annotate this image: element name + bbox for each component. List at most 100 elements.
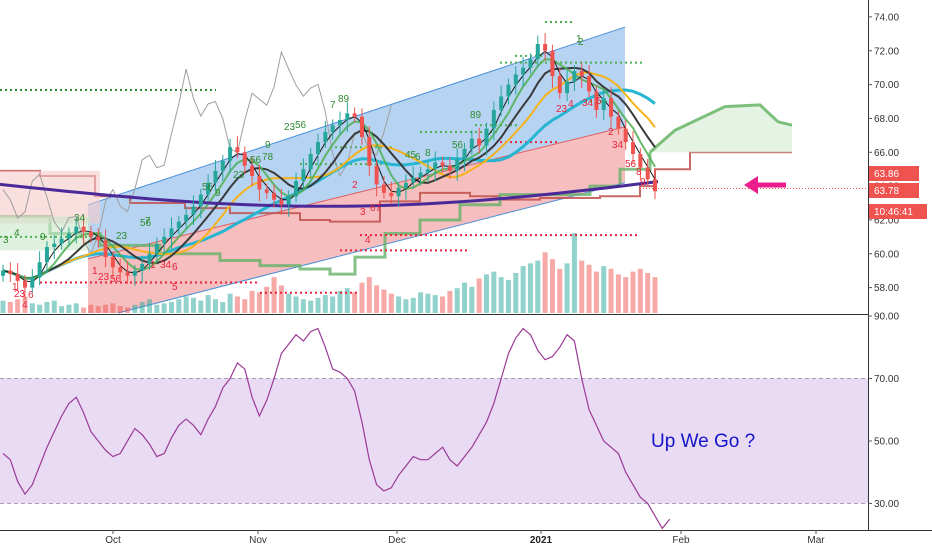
volume-bar xyxy=(81,307,87,313)
candle-body xyxy=(572,71,577,82)
candle-body xyxy=(447,165,452,171)
volume-bar xyxy=(278,285,284,313)
indicator-lines xyxy=(0,50,659,283)
candle-body xyxy=(323,131,328,143)
candle-body xyxy=(557,76,562,94)
candle-body xyxy=(66,233,71,239)
candle-body xyxy=(52,243,57,248)
channel-lower-line xyxy=(117,182,626,314)
candle-body xyxy=(609,98,614,117)
candle-body xyxy=(15,274,20,281)
volume-bar xyxy=(66,304,72,313)
candle-body xyxy=(250,165,255,176)
volume-bar xyxy=(37,304,43,313)
candle-body xyxy=(198,194,203,207)
candle-body xyxy=(455,159,460,171)
volume-bar xyxy=(425,293,431,313)
td-count-up: 23 xyxy=(116,231,128,242)
td-count-up: 45 xyxy=(405,150,417,161)
volume-bar xyxy=(608,268,614,313)
price-axis[interactable]: 58.0060.0062.0064.0066.0068.0070.0072.00… xyxy=(868,12,899,294)
candle-body xyxy=(242,152,247,166)
volume-bar xyxy=(557,268,563,313)
osc-tick-label: 30.00 xyxy=(874,499,899,510)
volume-bar xyxy=(132,304,138,313)
candle-body xyxy=(330,125,335,132)
volume-bar xyxy=(88,304,94,313)
td-count-down: 4 xyxy=(22,300,28,311)
candle-body xyxy=(88,231,93,237)
volume-bar xyxy=(630,271,636,313)
candle-body xyxy=(565,81,570,94)
candle-body xyxy=(396,187,401,197)
volume-bar xyxy=(498,277,504,313)
volume-bar xyxy=(652,277,658,313)
td-count-up: 56 xyxy=(295,120,307,131)
candle-body xyxy=(103,240,108,258)
volume-bar xyxy=(476,278,482,313)
volume-bar xyxy=(242,299,248,313)
candle-body xyxy=(345,113,350,121)
volume-bar xyxy=(7,301,13,313)
volume-bar xyxy=(95,306,101,313)
volume-bar xyxy=(535,260,541,313)
td-count-down: 8 xyxy=(636,167,642,178)
td-count-up: 1 xyxy=(576,34,582,45)
td-count-up: 56 xyxy=(202,182,214,193)
last-price-label: 63.86 xyxy=(874,169,899,180)
volume-bar xyxy=(73,303,79,313)
candle-body xyxy=(176,221,181,229)
candle-body xyxy=(272,192,277,200)
volume-bar xyxy=(59,306,65,313)
td-count-down: 34 xyxy=(160,260,172,271)
candle-body xyxy=(631,142,636,154)
td-count-down: 5 xyxy=(596,96,602,107)
td-count-up: 23 xyxy=(233,170,245,181)
candle-body xyxy=(110,257,115,268)
volume-bar xyxy=(491,271,497,313)
time-axis[interactable]: Oct Nov Dec 2021 Feb Mar xyxy=(105,530,825,546)
td-count-down: 4 xyxy=(365,235,371,246)
td-count-up: 3 xyxy=(3,235,9,246)
volume-bar xyxy=(593,271,599,313)
future-cloud-line xyxy=(649,103,793,154)
candle-body xyxy=(491,109,496,129)
volume-bar xyxy=(154,304,160,313)
volume-bar xyxy=(264,286,270,313)
candle-body xyxy=(8,270,13,275)
td-count-up: 9 xyxy=(40,232,46,243)
fast-moving-average xyxy=(2,71,656,280)
candle-body xyxy=(513,74,518,85)
volume-bar xyxy=(227,293,233,313)
candle-body xyxy=(308,153,313,170)
td-count-down: 6 xyxy=(172,262,178,273)
volume-bar xyxy=(51,300,57,313)
candle-body xyxy=(1,270,5,276)
td-count-down: 1 xyxy=(12,282,18,293)
td-count-down: 34 xyxy=(612,140,624,151)
td-count-down: 6 xyxy=(28,290,34,301)
volume-bar xyxy=(212,299,218,313)
future-cloud-fill xyxy=(650,104,792,153)
td-count-down: 2 xyxy=(352,180,358,191)
volume-bar xyxy=(623,277,629,313)
oscillator-axis[interactable]: 30.00 50.00 70.00 90.00 xyxy=(868,312,899,510)
candle-body xyxy=(367,137,372,166)
volume-bar xyxy=(366,277,372,313)
candle-body xyxy=(206,182,211,195)
volume-bar xyxy=(645,273,651,313)
left-arrow-icon xyxy=(744,176,786,194)
td-count-down: 4 xyxy=(568,99,574,110)
last-price-tag: 63.86 xyxy=(869,166,919,181)
previous-price-label: 63.78 xyxy=(874,186,899,197)
channel-mid-line xyxy=(87,126,626,260)
volume-bar xyxy=(190,297,196,313)
candle-body xyxy=(433,162,438,170)
candle-body xyxy=(440,162,445,166)
candle-body xyxy=(286,196,291,205)
volume-bar xyxy=(520,266,526,313)
candle-body xyxy=(623,128,628,143)
candle-body xyxy=(469,138,474,149)
